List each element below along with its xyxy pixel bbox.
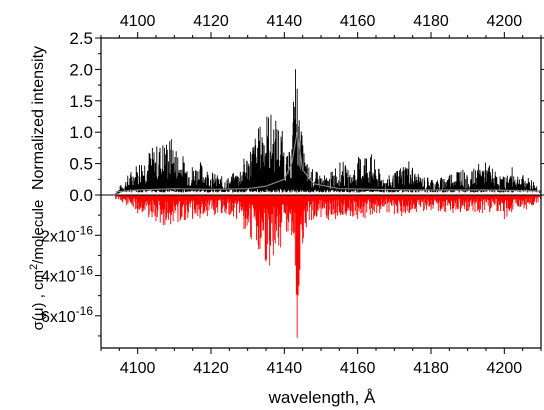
y-tick-label-cross-section: 4x10-16 bbox=[41, 264, 93, 286]
y-tick-label-emission: 1.5 bbox=[69, 92, 93, 111]
y-axis-label-emission: Normalized intensity bbox=[30, 46, 47, 190]
plot-area bbox=[115, 69, 542, 338]
axes: 4100 4100 4120 4120 4140 4140 4160 4160 4180 4180… bbox=[41, 13, 544, 377]
x-tick-label-bottom: 4180 bbox=[413, 360, 449, 377]
x-tick-label-bottom: 4140 bbox=[267, 360, 303, 377]
emission-spectrum-series bbox=[115, 69, 542, 195]
y-tick-label-emission: 0.0 bbox=[69, 186, 93, 205]
x-tick-label-top: 4140 bbox=[267, 13, 303, 30]
x-tick-label-bottom: 4120 bbox=[193, 360, 229, 377]
cross-section-series bbox=[115, 195, 542, 338]
x-tick-label-bottom: 4160 bbox=[340, 360, 376, 377]
y-tick-label-emission: 2.5 bbox=[69, 29, 93, 48]
y-tick-label-emission: 0.5 bbox=[69, 155, 93, 174]
x-tick-label-top: 4160 bbox=[340, 13, 376, 30]
x-tick-label-bottom: 4200 bbox=[487, 360, 523, 377]
x-tick-label-top: 4100 bbox=[120, 13, 156, 30]
y-tick-label-emission: 2.0 bbox=[69, 60, 93, 79]
x-tick-label-top: 4120 bbox=[193, 13, 229, 30]
x-axis-label: wavelength, Å bbox=[268, 388, 376, 407]
envelope-series bbox=[115, 132, 542, 193]
y-tick-label-cross-section: 6x10-16 bbox=[41, 304, 93, 326]
x-tick-label-top: 4200 bbox=[487, 13, 523, 30]
x-tick-label-bottom: 4100 bbox=[120, 360, 156, 377]
x-tick-label-top: 4180 bbox=[413, 13, 449, 30]
y-tick-label-emission: 1.0 bbox=[69, 123, 93, 142]
y-tick-label-cross-section: 2x10-16 bbox=[41, 223, 93, 245]
y-axis-label-cross-section: σ(μ) , cm2/molecule bbox=[28, 200, 47, 331]
